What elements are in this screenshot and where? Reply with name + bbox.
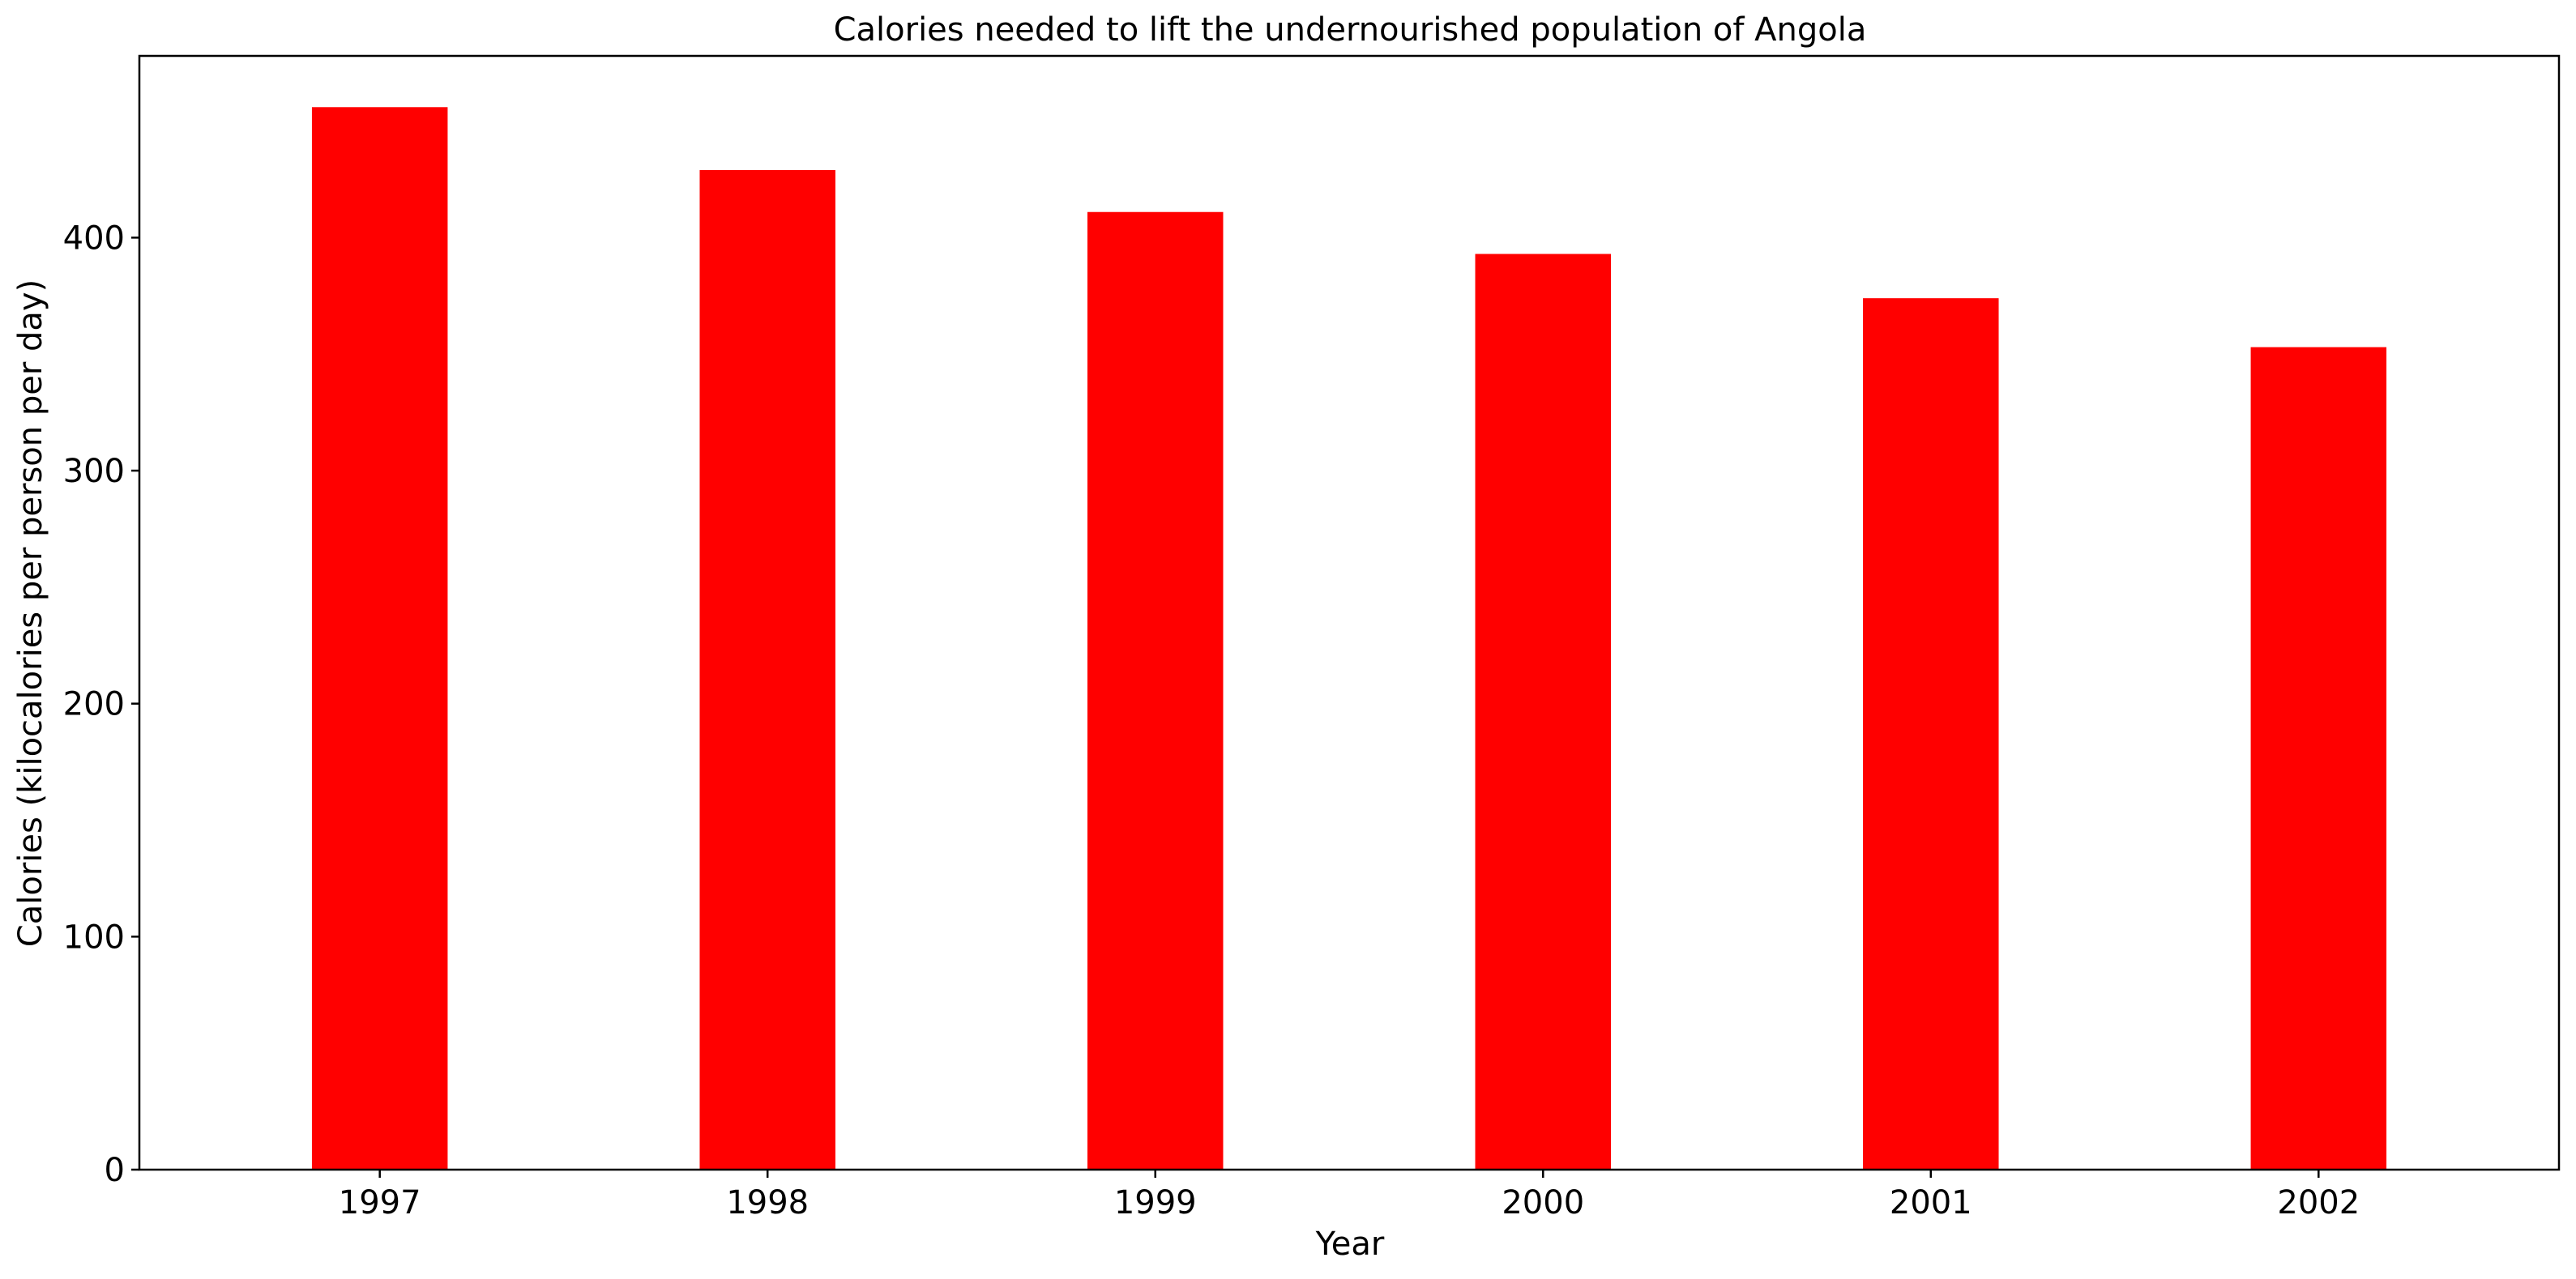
y-tick-label: 100 (63, 919, 125, 956)
bar-1997 (311, 107, 448, 1170)
y-axis-label: Calories (kilocalories per person per da… (12, 279, 49, 947)
bar-2001 (1863, 298, 1999, 1170)
y-tick-label: 300 (63, 453, 125, 490)
bar-1999 (1087, 211, 1224, 1170)
x-tick-label: 1998 (726, 1184, 809, 1221)
chart-title: Calories needed to lift the undernourish… (834, 11, 1867, 49)
x-axis-label: Year (1315, 1226, 1385, 1263)
y-tick-label: 400 (63, 220, 125, 257)
y-tick-label: 0 (105, 1152, 125, 1189)
x-tick-label: 1997 (339, 1184, 421, 1221)
x-tick-label: 1999 (1114, 1184, 1197, 1221)
bar-2002 (2250, 347, 2387, 1170)
bars-group (311, 107, 2387, 1170)
axes-group: 1997 1998 1999 2000 2001 2002 0 100 200 300 400 (63, 220, 2360, 1221)
y-tick-label: 200 (63, 686, 125, 723)
x-tick-label: 2002 (2277, 1184, 2360, 1221)
plot-frame (138, 54, 2561, 1171)
bar-2000 (1475, 254, 1612, 1170)
x-tick-label: 2001 (1890, 1184, 1972, 1221)
bar-1998 (699, 169, 835, 1170)
x-tick-label: 2000 (1502, 1184, 1584, 1221)
